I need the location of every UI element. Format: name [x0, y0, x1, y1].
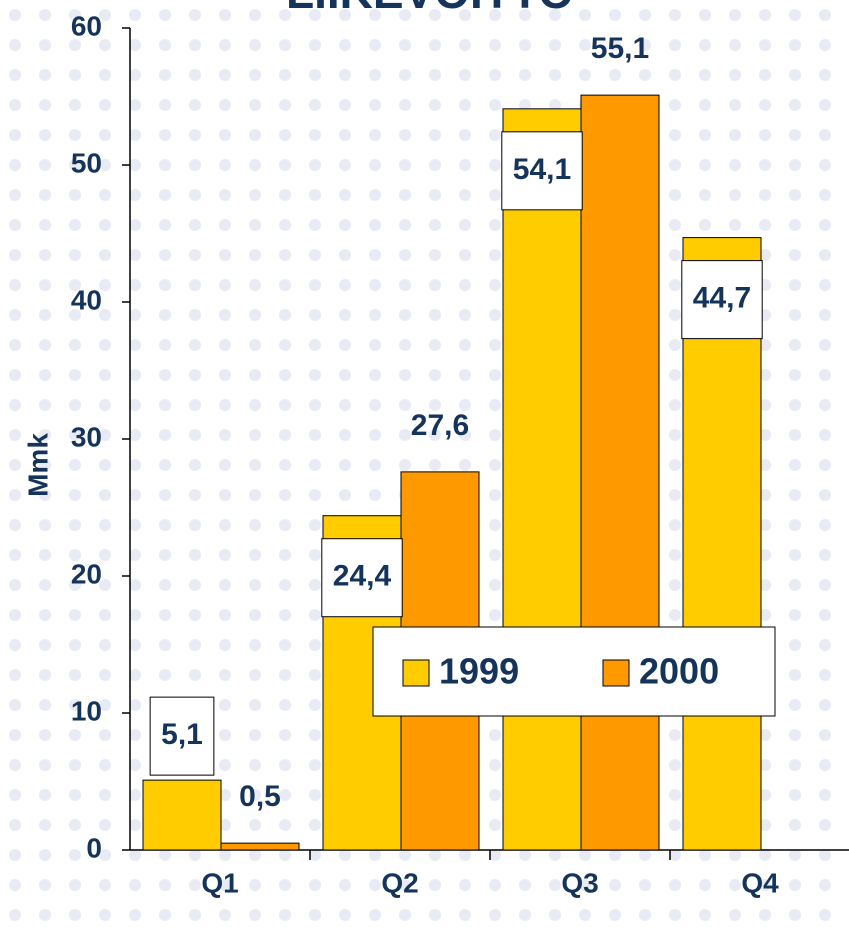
y-tick-label: 20	[71, 558, 102, 589]
data-label: 44,7	[693, 282, 751, 315]
data-label: 55,1	[591, 32, 649, 65]
y-axis-label: Mmk	[22, 433, 53, 497]
y-tick-label: 30	[71, 421, 102, 452]
x-tick-label: Q3	[561, 867, 598, 898]
legend-label: 2000	[639, 651, 719, 692]
bar	[220, 842, 300, 851]
y-tick-label: 0	[86, 832, 102, 863]
data-label: 27,6	[411, 409, 469, 442]
data-label: 54,1	[513, 153, 571, 186]
x-tick-label: Q1	[201, 867, 238, 898]
x-tick-label: Q2	[381, 867, 418, 898]
bar	[580, 94, 660, 851]
bar	[682, 237, 762, 851]
legend-swatch	[602, 659, 630, 687]
y-tick-label: 60	[71, 10, 102, 41]
data-label-box	[149, 696, 215, 776]
y-tick-label: 10	[71, 695, 102, 726]
chart-title: LIIKEVOITTO	[286, 0, 574, 18]
data-label: 24,4	[333, 560, 392, 593]
data-label-box	[681, 260, 763, 340]
data-label-box	[501, 131, 583, 211]
bar	[502, 108, 582, 851]
data-label-box	[321, 538, 403, 618]
x-tick-label: Q4	[741, 867, 779, 898]
legend	[372, 626, 776, 717]
y-tick-label: 50	[71, 147, 102, 178]
bar	[142, 779, 222, 851]
legend-label: 1999	[439, 651, 519, 692]
legend-swatch	[402, 659, 430, 687]
data-label: 0,5	[239, 780, 281, 813]
y-tick-label: 40	[71, 284, 102, 315]
data-label: 5,1	[161, 718, 203, 751]
